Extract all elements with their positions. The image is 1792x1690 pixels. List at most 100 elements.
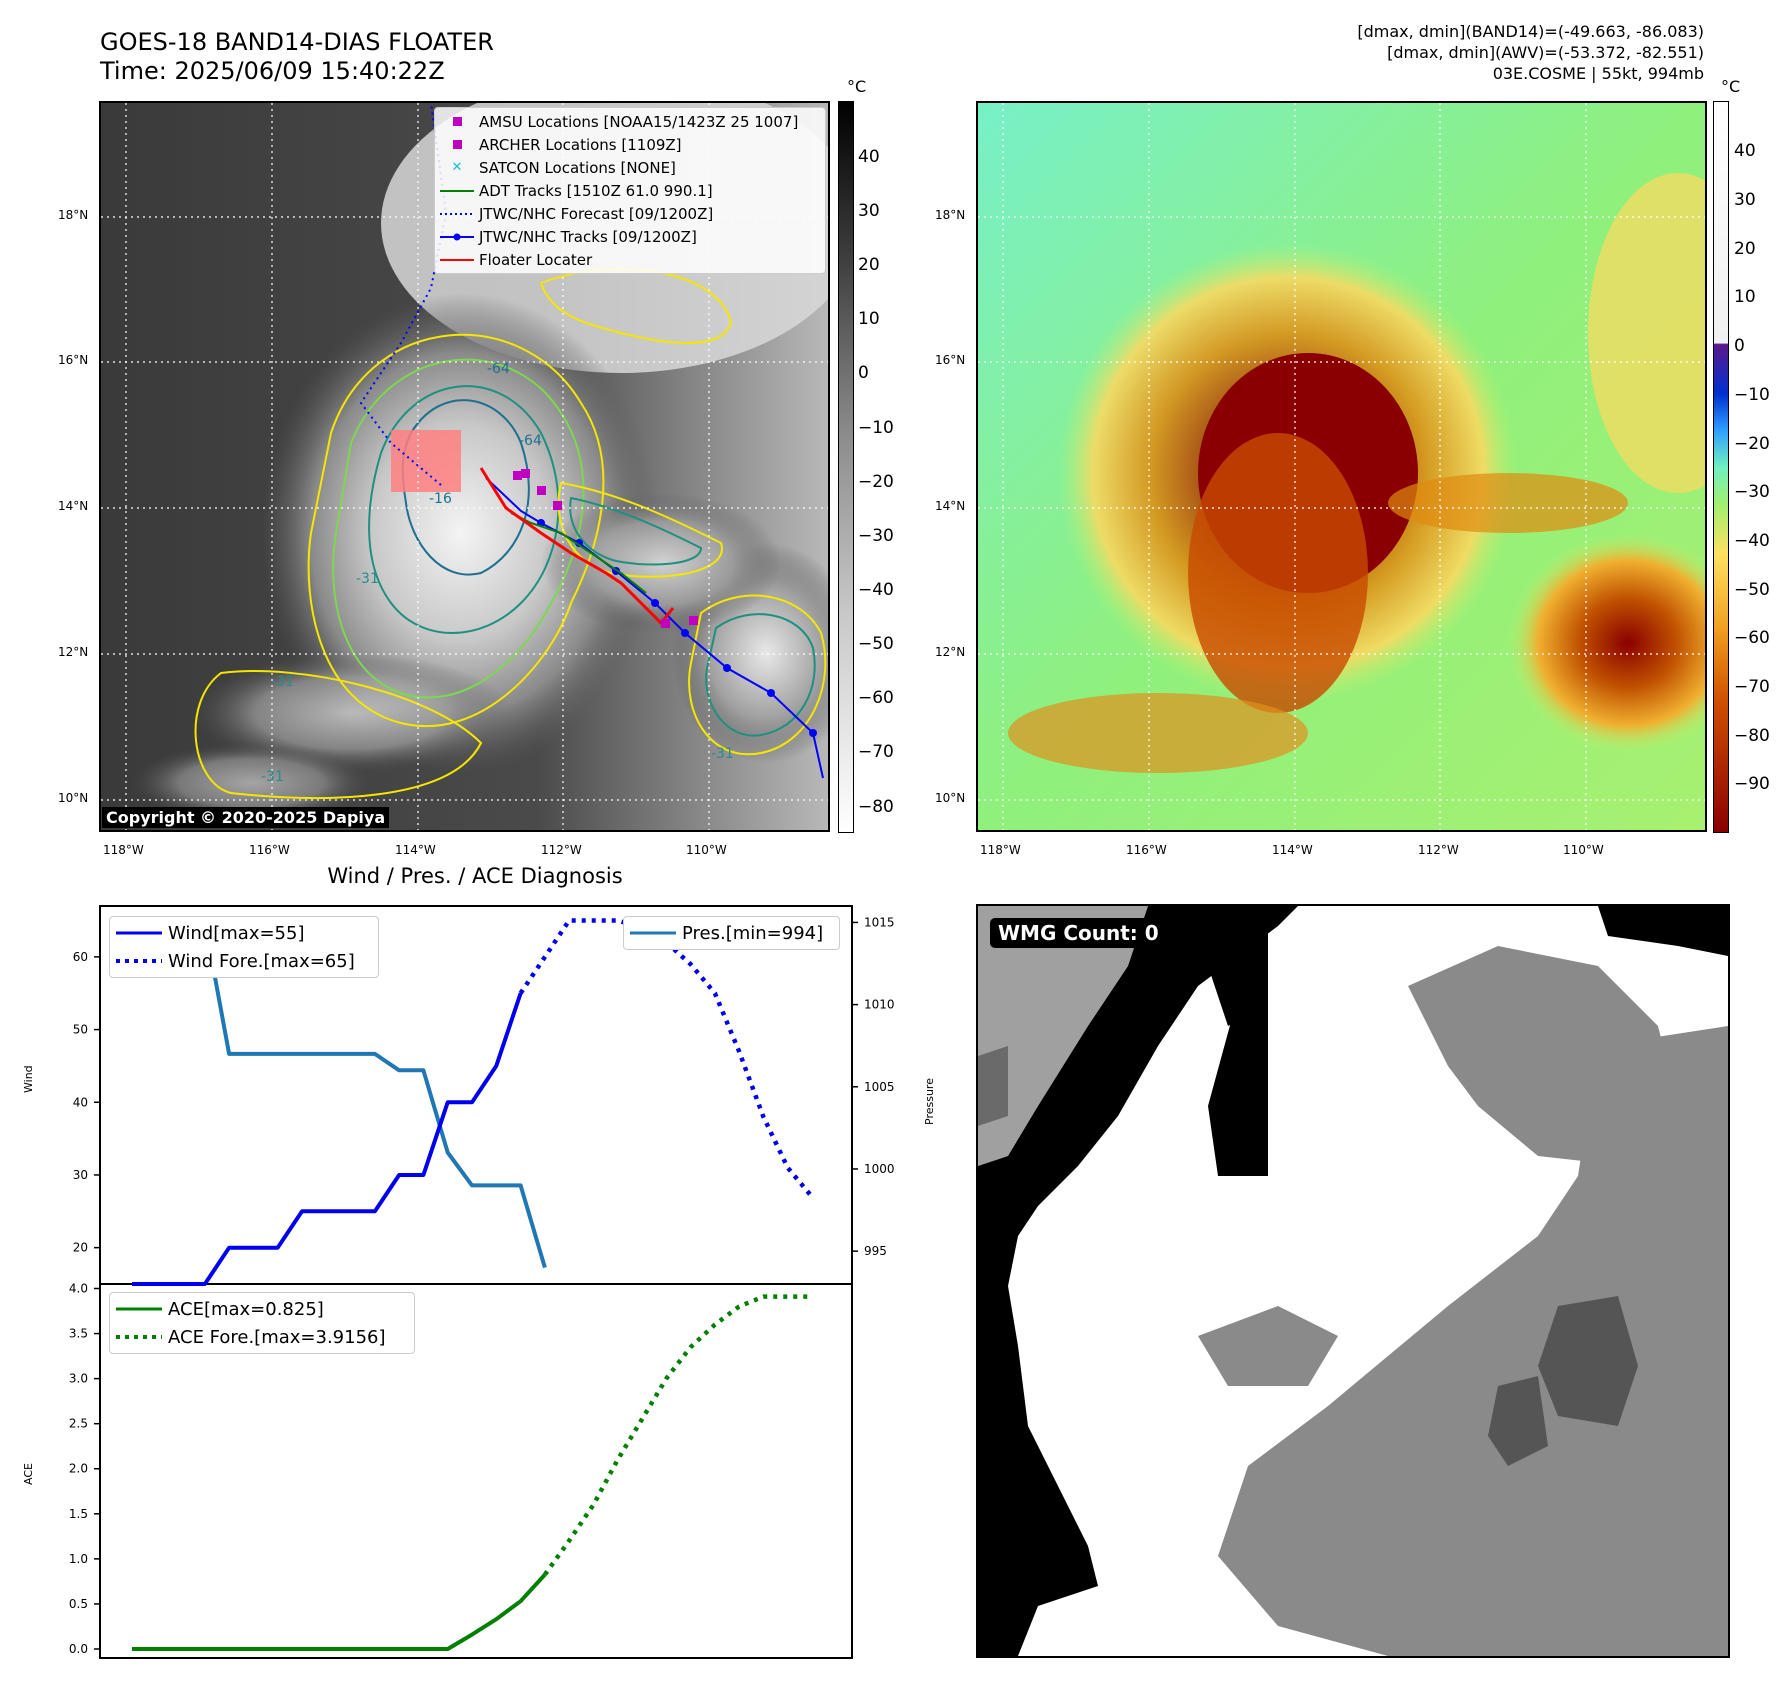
wind-axis-label: Wind [22, 1065, 35, 1093]
lon-label: 118°W [980, 843, 1021, 857]
legend-amsu: AMSU Locations [NOAA15/1423Z 25 1007] [435, 110, 825, 133]
dotted-line-icon [440, 212, 474, 215]
wmg-image [978, 906, 1728, 1656]
awv-colorbar-tick: 0 [1734, 336, 1745, 356]
solid-line-icon [440, 189, 474, 192]
awv-colorbar-tick: −70 [1734, 677, 1770, 697]
wmg-panel: WMG Count: 0 [976, 904, 1730, 1658]
legend-tracks-label: JTWC/NHC Tracks [09/1200Z] [479, 227, 697, 246]
contour-label-3: -16 [429, 491, 452, 507]
awv-colorbar-tick: −20 [1734, 434, 1770, 454]
lat-label: 14°N [935, 499, 966, 513]
gray-colorbar-tick: 30 [858, 201, 880, 221]
lon-label: 110°W [1563, 843, 1604, 857]
legend-wind-label: Wind[max=55] [168, 922, 305, 944]
awv-colorbar-tick: 20 [1734, 239, 1756, 259]
info-storm: 03E.COSME | 55kt, 994mb [1492, 64, 1704, 83]
pressure-tick-label: 1015 [864, 915, 895, 929]
lon-label: 112°W [541, 843, 582, 857]
legend-adt-label: ADT Tracks [1510Z 61.0 990.1] [479, 181, 713, 200]
lon-label: 116°W [1126, 843, 1167, 857]
legend-amsu-label: AMSU Locations [NOAA15/1423Z 25 1007] [479, 112, 799, 131]
legend-ace: ACE[max=0.825] [110, 1295, 414, 1323]
legend-ace-fore: ACE Fore.[max=3.9156] [110, 1323, 414, 1351]
contour-label-5: -31 [356, 571, 379, 587]
main-title-line1: GOES-18 BAND14-DIAS FLOATER [100, 28, 494, 56]
legend-archer: ARCHER Locations [1109Z] [435, 133, 825, 156]
ace-tick-label: 3.5 [69, 1327, 88, 1341]
ace-tick-label: 4.0 [69, 1282, 88, 1296]
square-marker-icon [452, 140, 462, 149]
copyright-badge: Copyright © 2020-2025 Dapiya [102, 807, 390, 828]
wind-forecast-series-line [518, 918, 814, 1199]
ace-tick-label: 0.0 [69, 1642, 88, 1656]
awv-colorbar-unit: °C [1721, 77, 1741, 96]
wind-series-line [132, 992, 523, 1286]
awv-colorbar-tick: −90 [1734, 774, 1770, 794]
lat-label: 10°N [58, 791, 89, 805]
awv-map-image [978, 103, 1705, 830]
ace-tick-label: 2.0 [69, 1462, 88, 1476]
wind-legend: Wind[max=55] Wind Fore.[max=65] [109, 916, 379, 978]
info-band14: [dmax, dmin](BAND14)=(-49.663, -86.083) [1357, 22, 1704, 41]
pressure-tick-label: 995 [864, 1244, 887, 1258]
gray-colorbar-tick: −40 [858, 580, 894, 600]
solid-line-icon [630, 931, 676, 935]
line-dot-icon [440, 233, 474, 240]
wind-tick-label: 30 [73, 1168, 88, 1182]
gray-colorbar-tick: −70 [858, 742, 894, 762]
lon-label: 110°W [686, 843, 727, 857]
awv-colorbar-tick: −80 [1734, 726, 1770, 746]
lon-label: 118°W [103, 843, 144, 857]
legend-pressure: Pres.[min=994] [624, 919, 839, 947]
lon-label: 114°W [1272, 843, 1313, 857]
pressure-series-line [132, 920, 547, 1269]
legend-pressure-label: Pres.[min=994] [682, 922, 824, 944]
awv-colorbar-tick: −60 [1734, 628, 1770, 648]
legend-adt: ADT Tracks [1510Z 61.0 990.1] [435, 179, 825, 202]
ace-tick-label: 0.5 [69, 1597, 88, 1611]
lat-label: 18°N [58, 208, 89, 222]
ace-axis-label: ACE [22, 1463, 35, 1485]
lat-label: 10°N [935, 791, 966, 805]
gray-colorbar-tick: −30 [858, 526, 894, 546]
ace-forecast-series-line [543, 1294, 812, 1576]
gray-colorbar-tick: −20 [858, 472, 894, 492]
legend-tracks: JTWC/NHC Tracks [09/1200Z] [435, 225, 825, 248]
legend-satcon-label: SATCON Locations [NONE] [479, 158, 676, 177]
gray-colorbar-tick: 10 [858, 309, 880, 329]
ir-map-panel: -64 -64 -16 -31 -31 -31 -31 [99, 101, 830, 832]
legend-ace-fore-label: ACE Fore.[max=3.9156] [168, 1326, 386, 1348]
lon-label: 112°W [1418, 843, 1459, 857]
wind-tick-label: 50 [73, 1023, 88, 1037]
lat-label: 12°N [58, 645, 89, 659]
ace-tick-label: 2.5 [69, 1417, 88, 1431]
contour-label-4: -31 [271, 674, 294, 690]
gray-colorbar [838, 101, 854, 833]
lat-label: 12°N [935, 645, 966, 659]
solid-line-icon [440, 258, 474, 261]
pressure-legend: Pres.[min=994] [623, 916, 840, 950]
lat-label: 14°N [58, 499, 89, 513]
gray-colorbar-tick: −50 [858, 634, 894, 654]
legend-wind: Wind[max=55] [110, 919, 378, 947]
main-title-line2: Time: 2025/06/09 15:40:22Z [100, 57, 445, 85]
legend-wind-fore: Wind Fore.[max=65] [110, 947, 378, 975]
ace-plot-frame [99, 1283, 853, 1659]
awv-colorbar-tick: 30 [1734, 190, 1756, 210]
wmg-count-badge: WMG Count: 0 [990, 918, 1167, 948]
contour-label-7: -31 [261, 769, 284, 785]
legend-floater-label: Floater Locater [479, 250, 593, 269]
ace-tick-label: 1.5 [69, 1507, 88, 1521]
legend-archer-label: ARCHER Locations [1109Z] [479, 135, 682, 154]
pressure-axis-label: Pressure [923, 1078, 936, 1125]
pressure-tick-label: 1005 [864, 1080, 895, 1094]
awv-colorbar-tick: −10 [1734, 385, 1770, 405]
contour-label-6: -31 [711, 746, 734, 762]
awv-colorbar-tick: 10 [1734, 287, 1756, 307]
forecast-track [359, 103, 448, 486]
awv-colorbar-tick: −40 [1734, 531, 1770, 551]
awv-colorbar-tick: −30 [1734, 482, 1770, 502]
gray-colorbar-unit: °C [847, 77, 867, 96]
pressure-tick-label: 1000 [864, 1162, 895, 1176]
